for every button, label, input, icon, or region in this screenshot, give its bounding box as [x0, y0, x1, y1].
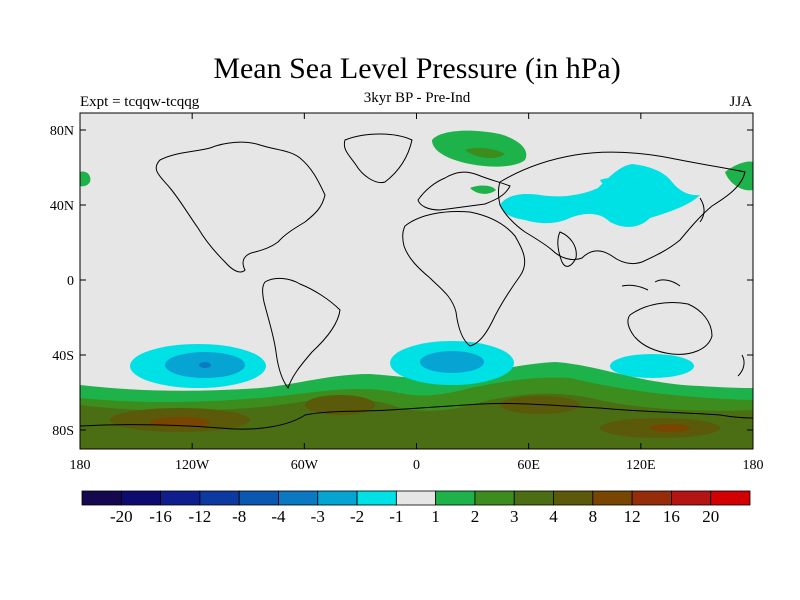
- lon-tick-label: 180: [743, 458, 764, 473]
- colorbar-label: 16: [663, 507, 680, 526]
- lat-tick-label: 80N: [50, 124, 74, 139]
- coast-australia: [627, 301, 713, 355]
- black-sea-positive: [470, 185, 496, 194]
- chart-title: Mean Sea Level Pressure (in hPa): [213, 52, 621, 85]
- lat-tick-label: 40S: [52, 349, 74, 364]
- colorbar-swatch: [592, 490, 633, 506]
- colorbar-swatch: [710, 490, 751, 506]
- colorbar-swatch: [81, 490, 122, 506]
- lon-tick-label: 60E: [517, 458, 540, 473]
- coast-greenland: [343, 133, 413, 184]
- coast-africa: [402, 211, 526, 347]
- longitude-axis: 180 120W 60W 0 60E 120E 180: [70, 113, 764, 473]
- colorbar-label: 2: [471, 507, 480, 526]
- lon-tick-label: 180: [70, 458, 91, 473]
- colorbar-label: 4: [549, 507, 558, 526]
- antarctic-red-core-1: [150, 417, 210, 427]
- experiment-label: Expt = tcqqw-tcqqg: [80, 94, 200, 110]
- lon-tick-label: 120E: [626, 458, 656, 473]
- lat-tick-label: 40N: [50, 199, 74, 214]
- colorbar: -20 -16 -12 -8 -4 -3 -2 -1 1 2 3 4 8 12 16 20: [81, 490, 751, 526]
- coastlines: [80, 133, 753, 430]
- colorbar-swatch: [238, 490, 279, 506]
- asia-negative: [500, 164, 700, 227]
- colorbar-label: -3: [311, 507, 325, 526]
- latitude-axis: 80N 40N 0 40S 80S: [50, 124, 753, 439]
- colorbar-swatch: [435, 490, 476, 506]
- season-label: JJA: [729, 94, 752, 110]
- colorbar-label: -16: [149, 507, 172, 526]
- south-pacific-low-core: [199, 362, 211, 368]
- south-atlantic-low-mid: [420, 351, 484, 373]
- anomaly-fields: [80, 130, 753, 449]
- coast-antarctica: [80, 402, 753, 430]
- asia-negative-patch: [600, 178, 628, 190]
- colorbar-swatch: [395, 490, 437, 506]
- colorbar-swatch: [513, 490, 554, 506]
- colorbar-label: -8: [232, 507, 246, 526]
- coast-asia: [498, 151, 746, 265]
- colorbar-swatch: [199, 490, 240, 506]
- colorbar-swatch: [278, 490, 319, 506]
- colorbar-label: -4: [271, 507, 286, 526]
- colorbar-label: -20: [110, 507, 133, 526]
- colorbar-swatch: [356, 490, 397, 506]
- colorbar-label: 20: [702, 507, 719, 526]
- coast-europe: [417, 171, 511, 211]
- west-pacific-positive: [80, 171, 91, 187]
- coast-new-zealand: [737, 354, 745, 377]
- lat-tick-label: 80S: [52, 424, 74, 439]
- colorbar-swatch: [553, 490, 594, 506]
- colorbar-swatch: [631, 490, 672, 506]
- south-indian-low: [610, 354, 694, 378]
- colorbar-label: 1: [431, 507, 440, 526]
- lat-tick-label: 0: [67, 274, 74, 289]
- colorbar-swatch: [317, 490, 358, 506]
- colorbar-label: -2: [350, 507, 364, 526]
- lon-tick-label: 0: [413, 458, 420, 473]
- coast-india: [557, 231, 577, 267]
- antarctic-brown-core-2: [305, 395, 375, 415]
- lon-tick-label: 60W: [291, 458, 319, 473]
- coast-north-america: [155, 141, 326, 273]
- colorbar-swatch: [474, 490, 515, 506]
- coast-south-america: [262, 277, 341, 390]
- coast-japan: [699, 197, 705, 223]
- colorbar-swatch: [160, 490, 201, 506]
- chart-subtitle: 3kyr BP - Pre-Ind: [363, 90, 471, 106]
- coast-indonesia: [621, 279, 681, 291]
- colorbar-swatch: [671, 490, 712, 506]
- east-siberia-positive: [725, 161, 753, 191]
- antarctic-red-core-2: [650, 424, 690, 432]
- colorbar-label: 12: [624, 507, 641, 526]
- colorbar-swatch: [120, 490, 161, 506]
- lon-tick-label: 120W: [175, 458, 210, 473]
- greenland-sea-positive-core: [465, 147, 505, 159]
- colorbar-label: 8: [589, 507, 598, 526]
- colorbar-label: 3: [510, 507, 519, 526]
- colorbar-label: -1: [389, 507, 403, 526]
- colorbar-label: -12: [189, 507, 212, 526]
